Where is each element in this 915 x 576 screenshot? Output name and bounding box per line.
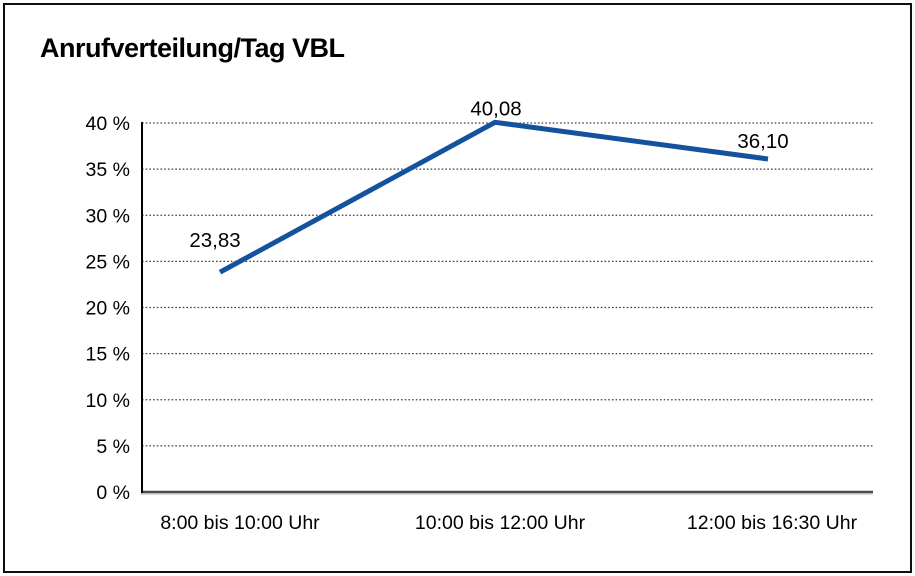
y-tick-label: 30 % [86,205,130,227]
y-tick-label: 0 % [96,482,130,504]
y-tick-label: 5 % [96,436,130,458]
y-tick-label: 15 % [86,344,130,366]
series-line [218,119,769,275]
y-tick-label: 20 % [86,298,130,320]
chart-title: Anrufverteilung/Tag VBL [40,33,345,63]
x-tick-label: 10:00 bis 12:00 Uhr [415,512,586,534]
x-tick-label: 8:00 bis 10:00 Uhr [160,512,320,534]
y-tick-label: 40 % [86,113,130,135]
y-tick-label: 10 % [86,390,130,412]
data-label: 23,83 [189,229,240,252]
y-tick-label: 35 % [86,159,130,181]
data-label: 36,10 [737,130,788,153]
chart-frame [3,3,912,573]
data-label: 40,08 [470,97,521,120]
x-tick-label: 12:00 bis 16:30 Uhr [687,512,858,534]
y-tick-label: 25 % [86,251,130,273]
